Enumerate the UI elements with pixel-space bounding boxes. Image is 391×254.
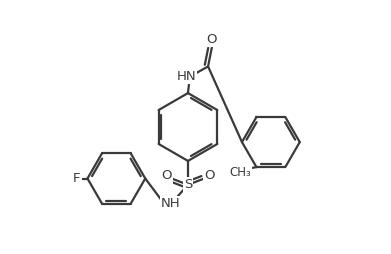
Text: CH₃: CH₃	[229, 166, 251, 179]
Text: S: S	[184, 178, 192, 191]
Text: F: F	[73, 172, 81, 185]
Text: HN: HN	[176, 70, 196, 83]
Text: NH: NH	[161, 197, 180, 210]
Text: O: O	[206, 33, 217, 46]
Text: O: O	[204, 169, 215, 182]
Text: O: O	[161, 169, 172, 182]
